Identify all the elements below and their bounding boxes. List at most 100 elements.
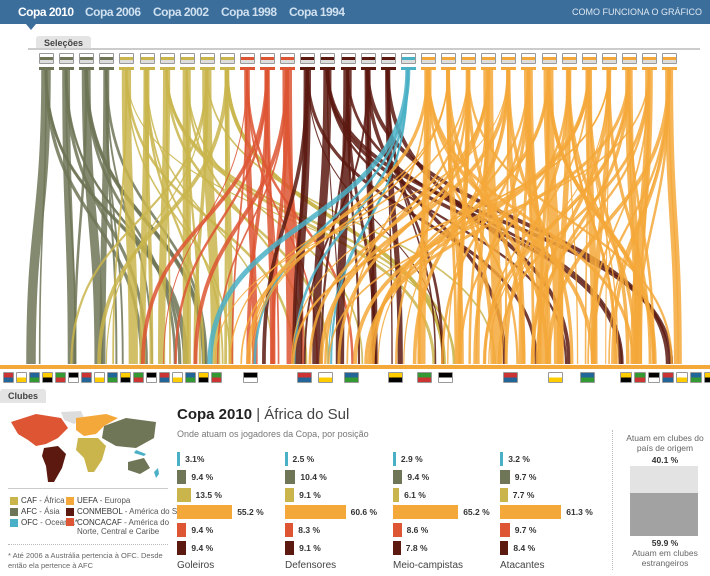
honduras-flag-icon[interactable] bbox=[240, 53, 255, 64]
tab-copa-2002[interactable]: Copa 2002 bbox=[153, 5, 209, 19]
team-color-strip bbox=[561, 67, 577, 70]
cameroon-flag-icon[interactable] bbox=[159, 53, 175, 64]
italy-flag-icon[interactable] bbox=[601, 53, 617, 64]
south-korea-flag-icon[interactable] bbox=[79, 53, 95, 64]
argentina-flag-icon[interactable] bbox=[300, 53, 316, 64]
note-divider bbox=[8, 544, 168, 545]
uruguay-flag-icon[interactable] bbox=[380, 53, 396, 64]
club-country-flag-icon[interactable] bbox=[3, 372, 14, 383]
japan-flag-icon[interactable] bbox=[99, 53, 115, 64]
netherlands-flag-icon[interactable] bbox=[561, 53, 577, 64]
england-flag-icon[interactable] bbox=[581, 53, 597, 64]
north-korea-flag-icon[interactable] bbox=[59, 53, 75, 64]
greece-flag-icon[interactable] bbox=[541, 53, 557, 64]
club-country-flag-icon[interactable] bbox=[29, 372, 40, 383]
club-country-flag-icon[interactable] bbox=[55, 372, 66, 383]
algeria-flag-icon[interactable] bbox=[139, 53, 155, 64]
mexico-flag-icon[interactable] bbox=[260, 53, 276, 64]
club-country-flag-icon[interactable] bbox=[548, 372, 563, 383]
ivory-coast-flag-icon[interactable] bbox=[179, 53, 195, 64]
legend-swatch bbox=[66, 507, 74, 516]
club-country-flag-icon[interactable] bbox=[172, 372, 183, 383]
footnote: * Até 2006 a Austrália pertencia à OFC. … bbox=[8, 551, 163, 570]
tab-copa-1998[interactable]: Copa 1998 bbox=[221, 5, 277, 19]
club-country-flag-icon[interactable] bbox=[94, 372, 105, 383]
serbia-flag-icon[interactable] bbox=[642, 53, 657, 64]
club-country-flag-icon[interactable] bbox=[503, 372, 518, 383]
club-country-flag-icon[interactable] bbox=[297, 372, 312, 383]
bar-uefa bbox=[393, 505, 459, 520]
chile-flag-icon[interactable] bbox=[340, 53, 356, 64]
club-country-flag-icon[interactable] bbox=[704, 372, 710, 383]
new-zealand-flag-icon[interactable] bbox=[400, 53, 416, 64]
flow-link bbox=[229, 69, 449, 365]
home-clubs-pct: 40.1 % bbox=[651, 455, 679, 465]
bar-label: 3.2 % bbox=[508, 454, 530, 464]
nigeria-flag-icon[interactable] bbox=[219, 53, 235, 64]
flow-link bbox=[395, 69, 470, 365]
club-country-flag-icon[interactable] bbox=[634, 372, 646, 383]
club-country-flag-icon[interactable] bbox=[388, 372, 403, 383]
club-country-flag-icon[interactable] bbox=[120, 372, 131, 383]
bar-conmebol bbox=[285, 541, 295, 555]
tab-copa-1994[interactable]: Copa 1994 bbox=[289, 5, 345, 19]
australia-flag-icon[interactable] bbox=[39, 53, 54, 64]
club-country-flag-icon[interactable] bbox=[662, 372, 674, 383]
club-country-flag-icon[interactable] bbox=[107, 372, 118, 383]
france-flag-icon[interactable] bbox=[521, 53, 537, 64]
bar-label: 7.8 % bbox=[405, 543, 428, 553]
tab-copa-2010[interactable]: Copa 2010 bbox=[18, 5, 74, 19]
abroad-dot-grid bbox=[630, 493, 698, 536]
club-country-flag-icon[interactable] bbox=[676, 372, 688, 383]
club-country-flag-icon[interactable] bbox=[185, 372, 196, 383]
tab-copa-2006[interactable]: Copa 2006 bbox=[85, 5, 141, 19]
club-country-flag-icon[interactable] bbox=[159, 372, 170, 383]
club-country-flag-icon[interactable] bbox=[318, 372, 333, 383]
club-country-flag-icon[interactable] bbox=[344, 372, 359, 383]
club-country-flag-icon[interactable] bbox=[42, 372, 53, 383]
denmark-flag-icon[interactable] bbox=[441, 53, 456, 64]
germany-flag-icon[interactable] bbox=[420, 53, 436, 64]
portugal-flag-icon[interactable] bbox=[621, 53, 637, 64]
usa-flag-icon[interactable] bbox=[280, 53, 296, 64]
club-country-flag-icon[interactable] bbox=[620, 372, 632, 383]
team-color-strip bbox=[581, 67, 597, 70]
home-clubs-label: Atuam em clubes do país de origem bbox=[626, 433, 704, 453]
flow-link bbox=[214, 69, 509, 365]
club-country-flag-icon[interactable] bbox=[648, 372, 660, 383]
club-country-flag-icon[interactable] bbox=[211, 372, 222, 383]
paraguay-flag-icon[interactable] bbox=[360, 53, 376, 64]
team-color-strip bbox=[219, 67, 235, 70]
club-country-flag-icon[interactable] bbox=[690, 372, 702, 383]
brazil-flag-icon[interactable] bbox=[320, 53, 336, 64]
slovenia-flag-icon[interactable] bbox=[481, 53, 497, 64]
club-country-flag-icon[interactable] bbox=[16, 372, 27, 383]
how-it-works-link[interactable]: COMO FUNCIONA O GRÁFICO bbox=[571, 7, 702, 17]
club-country-flag-icon[interactable] bbox=[198, 372, 209, 383]
south-africa-flag-icon[interactable] bbox=[119, 53, 135, 64]
flow-link bbox=[364, 69, 631, 365]
club-country-flag-icon[interactable] bbox=[146, 372, 157, 383]
selecoes-label: Seleções bbox=[36, 36, 92, 50]
club-country-flag-icon[interactable] bbox=[580, 372, 595, 383]
flow-link bbox=[306, 69, 444, 365]
switzerland-flag-icon[interactable] bbox=[662, 53, 678, 64]
team-color-strip bbox=[159, 67, 175, 70]
flow-link bbox=[112, 69, 128, 365]
flow-link bbox=[73, 69, 88, 365]
spain-flag-icon[interactable] bbox=[501, 53, 517, 64]
team-color-strip bbox=[521, 67, 537, 70]
ghana-flag-icon[interactable] bbox=[199, 53, 215, 64]
slovakia-flag-icon[interactable] bbox=[461, 53, 477, 64]
club-country-flag-icon[interactable] bbox=[438, 372, 453, 383]
club-country-flag-icon[interactable] bbox=[243, 372, 258, 383]
flow-link bbox=[292, 69, 410, 365]
team-color-strip bbox=[662, 67, 678, 70]
flow-diagram bbox=[26, 69, 682, 365]
club-country-flag-icon[interactable] bbox=[417, 372, 432, 383]
club-country-flag-icon[interactable] bbox=[133, 372, 144, 383]
club-country-flag-icon[interactable] bbox=[81, 372, 92, 383]
team-color-strip bbox=[320, 67, 336, 70]
club-country-flag-icon[interactable] bbox=[68, 372, 79, 383]
summary-title: Copa 2010 | África do Sul bbox=[177, 406, 350, 423]
